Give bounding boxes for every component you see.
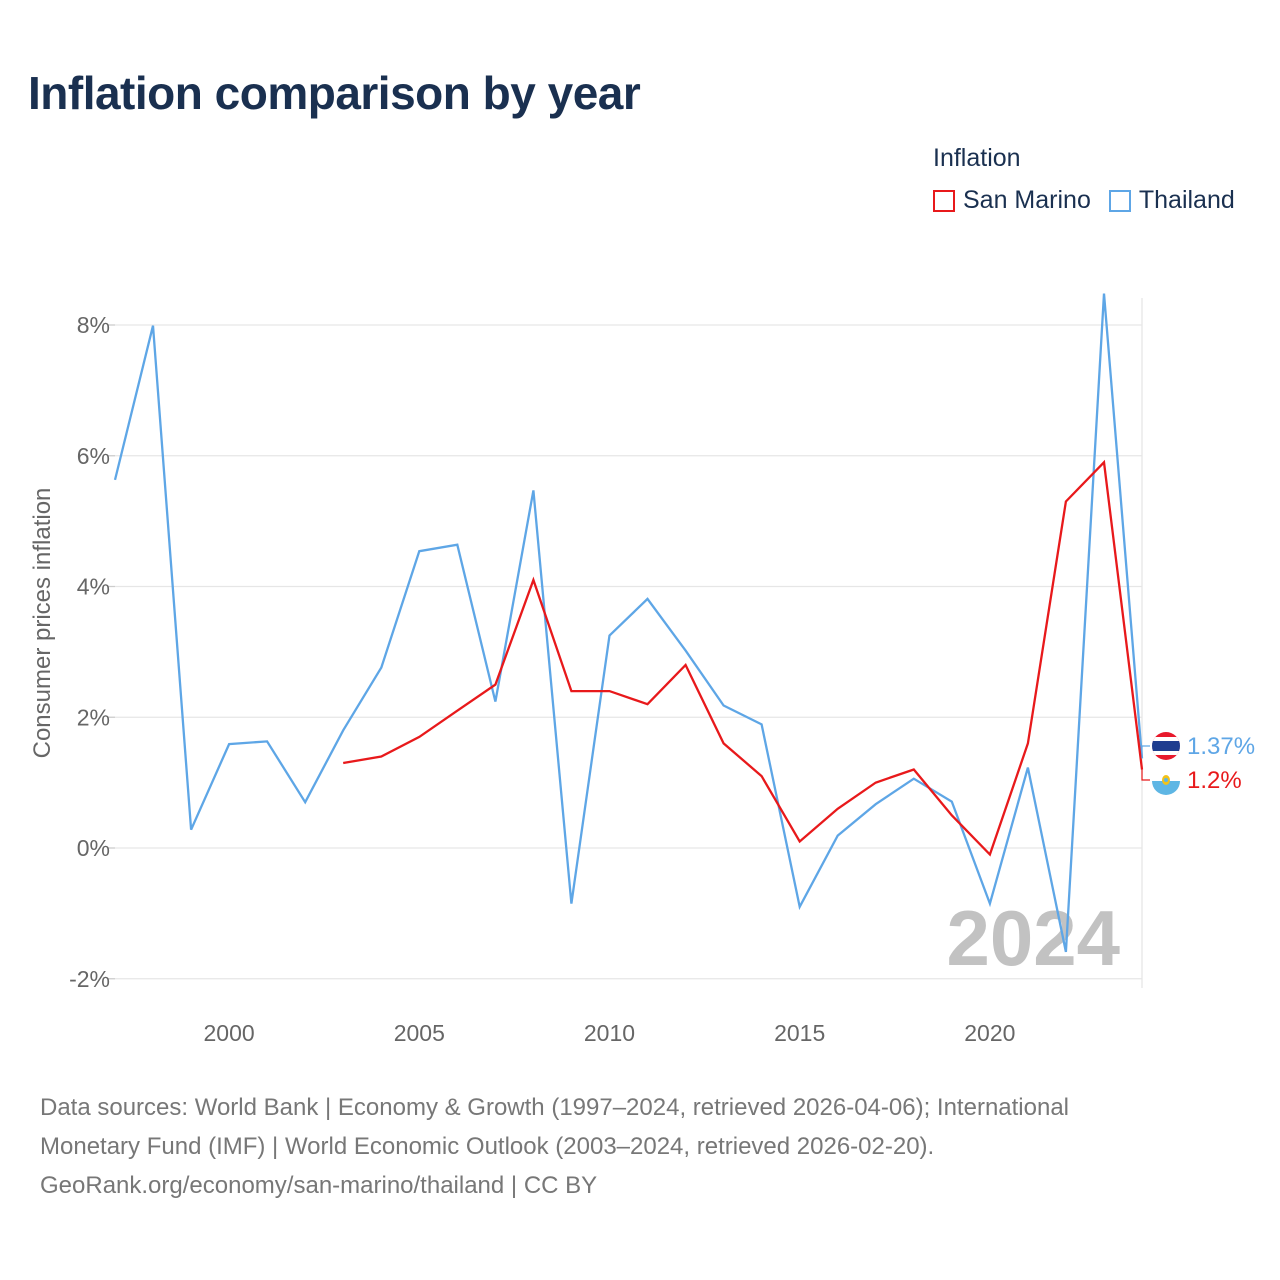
y-axis-label: Consumer prices inflation <box>29 488 56 759</box>
end-label-san-marino: 1.2% <box>1187 767 1242 794</box>
year-watermark: 2024 <box>946 894 1120 982</box>
series-lines <box>113 293 1144 953</box>
line-chart: -2% 0% 2% 4% 6% 8% 2000 2005 2010 2015 2020 Consu… <box>29 293 1255 1046</box>
y-tick-label: -2% <box>69 966 110 992</box>
footer-line-1: Data sources: World Bank | Economy & Gro… <box>40 1094 1070 1121</box>
legend-title: Inflation <box>933 144 1021 172</box>
grid-lines <box>108 298 1143 988</box>
x-tick-label: 2000 <box>204 1020 255 1046</box>
end-label-connector <box>1141 745 1150 759</box>
page-title: Inflation comparison by year <box>28 67 641 119</box>
legend-label-thailand: Thailand <box>1138 186 1235 214</box>
y-tick-label: 6% <box>77 443 110 469</box>
x-axis-ticks: 2000 2005 2010 2015 2020 <box>204 1020 1016 1046</box>
legend-item-san-marino[interactable]: San Marino <box>933 186 1091 215</box>
y-axis-ticks: -2% 0% 2% 4% 6% 8% <box>69 312 110 992</box>
footer-line-2: Monetary Fund (IMF) | World Economic Out… <box>40 1133 935 1160</box>
legend: San Marino Thailand <box>933 186 1253 215</box>
legend-swatch-thailand <box>1108 189 1131 212</box>
legend-item-thailand[interactable]: Thailand <box>1108 186 1235 215</box>
data-source-footer: Data sources: World Bank | Economy & Gro… <box>40 1088 1240 1205</box>
legend-label-san-marino: San Marino <box>963 186 1091 214</box>
san-marino-flag-icon <box>1152 767 1180 795</box>
end-label-connector <box>1141 769 1150 781</box>
x-tick-label: 2015 <box>774 1020 825 1046</box>
series-line-san-marino[interactable] <box>343 459 1144 857</box>
x-tick-label: 2005 <box>394 1020 445 1046</box>
end-label-thailand: 1.37% <box>1187 733 1255 760</box>
thailand-flag-icon <box>1152 732 1180 760</box>
footer-line-3[interactable]: GeoRank.org/economy/san-marino/thailand … <box>40 1172 598 1199</box>
series-line-thailand[interactable] <box>113 293 1144 953</box>
y-tick-label: 0% <box>77 835 110 861</box>
y-tick-label: 2% <box>77 704 110 730</box>
y-tick-label: 4% <box>77 574 110 600</box>
x-tick-label: 2020 <box>964 1020 1015 1046</box>
end-labels: 1.37% 1.2% <box>1141 733 1255 794</box>
y-tick-label: 8% <box>77 312 110 338</box>
x-tick-label: 2010 <box>584 1020 635 1046</box>
legend-swatch-san-marino <box>933 189 955 212</box>
